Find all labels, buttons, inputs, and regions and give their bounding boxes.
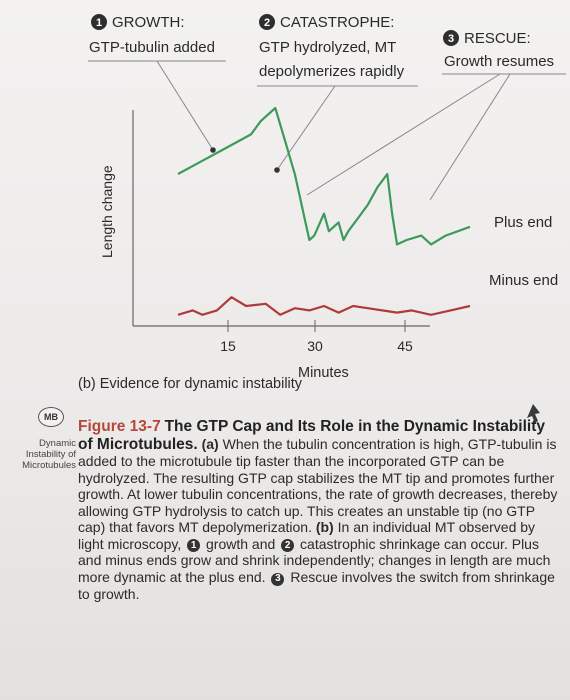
- growth-title: GROWTH:: [112, 14, 185, 31]
- y-axis-label: Length change: [99, 165, 115, 258]
- caption-body-b4: Rescue involves the switch from shrinkag…: [78, 568, 555, 602]
- number-badge-1-text: 1: [96, 17, 102, 29]
- plus-end-label: Plus end: [494, 214, 552, 231]
- dynamic-instability-figure: 1 GROWTH: GTP-tubulin added 2 CATASTROPH…: [88, 14, 566, 381]
- inline-number-3: 3: [271, 572, 285, 586]
- x-tick-label: 15: [220, 338, 236, 354]
- x-tick-label: 45: [397, 338, 413, 354]
- annotation-rescue: 3 RESCUE: Growth resumes: [306, 30, 566, 201]
- rescue-pointer-line-1: [306, 73, 501, 196]
- growth-pointer-line: [156, 60, 214, 151]
- growth-marker-dot: [210, 147, 216, 153]
- rescue-title: RESCUE:: [464, 30, 531, 47]
- figure-label: Figure 13-7: [78, 418, 161, 435]
- part-a-label: (a): [201, 435, 219, 452]
- side-note-line: Instability of: [25, 449, 76, 460]
- annotation-growth: 1 GROWTH: GTP-tubulin added: [88, 14, 226, 151]
- number-badge-3-text: 3: [448, 33, 454, 45]
- caption-body-b1: In an individual MT observed by light mi…: [78, 519, 536, 552]
- rescue-body: Growth resumes: [444, 53, 554, 70]
- x-tick-label: 30: [307, 338, 323, 354]
- catastrophe-pointer-line: [276, 85, 336, 171]
- figure-caption: Figure 13-7 The GTP Cap and Its Role in …: [78, 418, 558, 602]
- caption-body-b2: growth and: [202, 535, 280, 552]
- rescue-pointer-line-2: [429, 73, 511, 201]
- catastrophe-title: CATASTROPHE:: [280, 14, 394, 31]
- number-badge-1: [91, 14, 107, 30]
- subcaption: (b) Evidence for dynamic instability: [78, 376, 303, 392]
- catastrophe-marker-dot: [274, 167, 280, 173]
- catastrophe-body-line1: GTP hydrolyzed, MT: [259, 39, 396, 56]
- number-badge-3: [443, 30, 459, 46]
- x-ticks: 15 30 45: [220, 320, 413, 354]
- growth-body: GTP-tubulin added: [89, 39, 215, 56]
- number-badge-2-text: 2: [264, 17, 270, 29]
- part-b-label: (b): [315, 519, 334, 535]
- caption-body-a: When the tubulin concentration is high, …: [78, 435, 558, 536]
- minus-end-label: Minus end: [489, 272, 558, 289]
- annotation-catastrophe: 2 CATASTROPHE: GTP hydrolyzed, MT depoly…: [257, 14, 418, 171]
- minus-end-line: [177, 296, 471, 316]
- number-badge-2: [259, 14, 275, 30]
- inline-number-2: 2: [281, 539, 295, 553]
- side-note: Dynamic Instability of Microtubules: [6, 438, 76, 471]
- caption-body-b3: catastrophic shrinkage can occur. Plus a…: [78, 535, 551, 585]
- inline-number-1: 1: [187, 539, 201, 553]
- catastrophe-body-line2: depolymerizes rapidly: [259, 63, 405, 80]
- x-axis-label: Minutes: [298, 365, 349, 381]
- series-layer: [177, 106, 471, 316]
- side-note-line: Microtubules: [22, 460, 76, 471]
- side-note-line: Dynamic: [39, 438, 76, 449]
- figure-title: The GTP Cap and Its Role in the Dynamic …: [78, 418, 545, 453]
- media-badge: MB: [38, 407, 64, 427]
- plus-end-line: [177, 106, 471, 246]
